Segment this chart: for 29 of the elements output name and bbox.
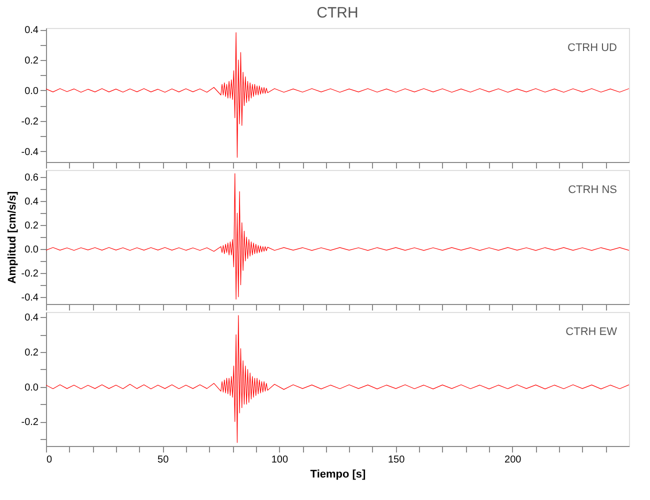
y-tick-label: -0.2 [21,268,39,280]
y-tick-label: 0.4 [24,196,39,208]
y-tick-label: 0.2 [24,348,39,359]
y-tick-label: 0.0 [24,244,39,256]
x-tick-label: 200 [504,454,522,466]
y-tick-label: 0.4 [24,312,39,324]
line-series [46,173,629,300]
y-tick-label: -0.2 [21,417,39,428]
line-series [46,32,629,158]
y-tick-label: 0.4 [24,25,39,36]
chart-title: CTRH [316,4,358,22]
annotation: CTRH EW [566,326,618,338]
x-axis-title: Tiempo [s] [310,468,366,480]
x-tick-label: 0 [46,454,52,466]
line-series [46,315,629,443]
y-tick-label: 0.2 [24,55,39,66]
y-tick-label: 0.2 [24,220,39,232]
annotation: CTRH NS [568,184,617,196]
y-tick-label: 0.0 [24,382,39,394]
y-tick-label: -0.2 [21,116,39,128]
y-tick-label: 0.0 [24,86,39,97]
x-tick-label: 150 [388,454,406,466]
x-tick-label: 100 [271,454,288,466]
y-tick-label: -0.4 [21,146,39,158]
y-axis-title: Amplitud [cm/s/s] [6,191,18,284]
x-tick-label: 50 [158,454,170,466]
y-tick-label: 0.6 [24,172,39,184]
annotation: CTRH UD [568,42,618,54]
y-tick-label: -0.4 [21,292,39,304]
